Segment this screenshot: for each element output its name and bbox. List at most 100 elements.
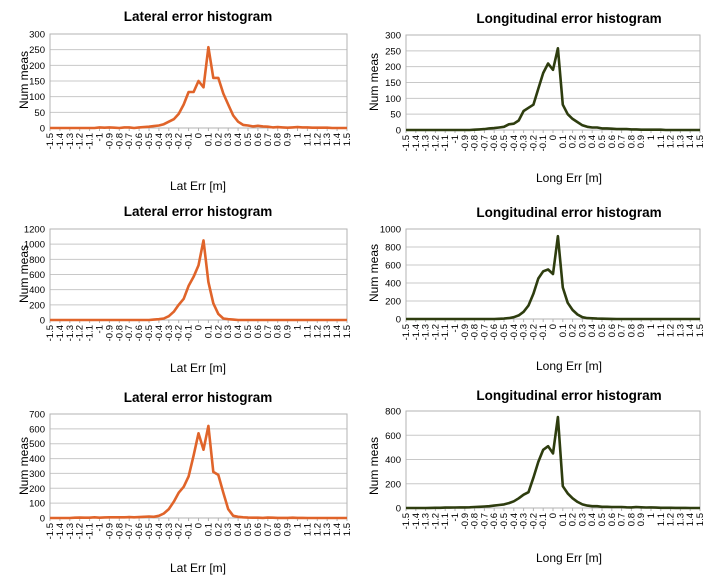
- x-tick-label: -1.4: [411, 135, 422, 151]
- chart-panel-lateral-3: Lateral error histogram Lat Err [m] Num …: [17, 390, 353, 575]
- x-tick-label: 0.6: [607, 135, 618, 148]
- x-tick-label: 0: [548, 135, 559, 140]
- y-tick-label: 0: [40, 514, 45, 525]
- x-tick-label: 0.8: [626, 513, 637, 526]
- x-tick-label: 0.6: [607, 513, 618, 526]
- x-tick-label: 0.7: [263, 325, 274, 338]
- x-tick-label: 0.8: [273, 133, 284, 146]
- x-tick-label: -1.1: [85, 133, 96, 149]
- x-tick-label: 1.1: [302, 325, 313, 338]
- x-tick-label: -0.7: [479, 135, 490, 151]
- x-tick-label: -1: [95, 133, 106, 141]
- x-tick-label: -0.8: [470, 513, 481, 529]
- x-tick-label: 0.1: [203, 523, 214, 536]
- x-tick-label: -0.5: [499, 135, 510, 151]
- y-tick-label: 200: [29, 300, 45, 311]
- plot-frame: [49, 413, 348, 519]
- y-tick-label: 0: [396, 126, 401, 137]
- x-tick-label: 0.2: [213, 523, 224, 536]
- x-tick-label: 1.4: [685, 513, 696, 526]
- x-tick-label: 0.6: [253, 325, 264, 338]
- x-tick-label: 1.4: [332, 325, 343, 338]
- x-tick-label: -1.2: [75, 325, 86, 341]
- x-tick-label: -0.6: [489, 513, 500, 529]
- x-tick-label: 0.5: [243, 523, 254, 536]
- y-tick-label: 800: [385, 407, 401, 418]
- chart-panel-longitudinal-3: Longitudinal error histogram Long Err [m…: [367, 388, 706, 565]
- x-tick-label: -1.4: [55, 325, 66, 341]
- x-tick-label: 1: [293, 133, 304, 138]
- x-tick-label: -0.1: [184, 133, 195, 149]
- y-tick-label: 600: [385, 431, 401, 442]
- x-axis-label: Lat Err [m]: [170, 561, 226, 575]
- x-tick-label: 0.8: [626, 324, 637, 337]
- y-axis-label: Num meas: [17, 245, 31, 303]
- x-tick-label: -0.9: [104, 325, 115, 341]
- x-tick-label: -0.7: [124, 325, 135, 341]
- x-tick-label: 0.9: [636, 324, 647, 337]
- plot-area: 0 50 100 150 200 250 300 -1.5-1.4-1.3-1.2-1.1-1…: [29, 30, 353, 150]
- x-tick-label: 0.5: [243, 133, 254, 146]
- x-tick-label: 1.2: [312, 133, 323, 146]
- x-tick-label: -0.3: [519, 135, 530, 151]
- plot-area: 0200400600800-1.5-1.4-1.3-1.2-1.1-1-0.9-…: [385, 407, 706, 530]
- x-tick-label: -1.5: [45, 523, 56, 539]
- x-tick-label: 0.4: [233, 133, 244, 146]
- x-tick-label: -0.3: [164, 325, 175, 341]
- x-tick-label: -1.3: [421, 135, 432, 151]
- x-tick-label: 1.5: [342, 133, 353, 146]
- x-tick-label: -0.8: [470, 324, 481, 340]
- plot-area: 02004006008001000-1.5-1.4-1.3-1.2-1.1-1-…: [380, 225, 706, 341]
- x-tick-label: -0.1: [538, 324, 549, 340]
- y-tick-label: 500: [29, 439, 45, 450]
- series-line: [50, 424, 347, 520]
- x-tick-label: 0.2: [568, 513, 579, 526]
- x-tick-label: -0.6: [134, 325, 145, 341]
- x-tick-label: -0.3: [519, 513, 530, 529]
- x-tick-label: -1: [95, 523, 106, 531]
- y-tick-label: 600: [385, 261, 401, 272]
- x-tick-label: -0.4: [154, 133, 165, 149]
- x-tick-label: -1.1: [440, 324, 451, 340]
- x-tick-label: 1.4: [332, 523, 343, 536]
- x-axis-label: Lat Err [m]: [170, 179, 226, 193]
- x-tick-label: 0.5: [597, 513, 608, 526]
- x-tick-label: 0.7: [617, 513, 628, 526]
- x-tick-label: 0.8: [273, 523, 284, 536]
- x-tick-label: 0.2: [568, 324, 579, 337]
- chart-title: Lateral error histogram: [124, 390, 273, 405]
- x-tick-label: 0.4: [587, 513, 598, 526]
- x-tick-label: -0.9: [104, 523, 115, 539]
- x-tick-label: -0.2: [174, 523, 185, 539]
- x-tick-label: -0.4: [154, 325, 165, 341]
- y-tick-label: 1000: [380, 225, 401, 236]
- x-tick-label: 0.9: [283, 133, 294, 146]
- x-tick-label: -0.9: [104, 133, 115, 149]
- x-axis-label: Lat Err [m]: [170, 361, 226, 375]
- x-tick-label: 0.6: [253, 133, 264, 146]
- x-tick-label: -1.3: [65, 133, 76, 149]
- x-tick-label: -0.3: [164, 133, 175, 149]
- x-tick-label: 1.3: [322, 523, 333, 536]
- x-tick-label: 0.8: [626, 135, 637, 148]
- x-tick-label: -1: [450, 135, 461, 143]
- x-tick-label: 0.9: [636, 513, 647, 526]
- y-tick-label: 600: [29, 270, 45, 281]
- y-tick-label: 0: [396, 504, 401, 515]
- x-tick-label: 0: [194, 523, 205, 528]
- x-tick-label: 0.1: [203, 133, 214, 146]
- x-tick-label: -0.7: [124, 523, 135, 539]
- x-tick-label: -0.6: [134, 523, 145, 539]
- x-tick-label: -1.5: [401, 324, 412, 340]
- x-tick-label: 1.5: [342, 325, 353, 338]
- x-tick-label: 1.5: [695, 324, 706, 337]
- x-tick-label: 1.2: [312, 325, 323, 338]
- y-axis-label: Num meas: [17, 437, 31, 495]
- x-tick-label: -0.3: [519, 324, 530, 340]
- x-tick-label: 1.3: [675, 324, 686, 337]
- x-tick-label: -0.7: [124, 133, 135, 149]
- x-tick-label: 1.1: [656, 135, 667, 148]
- x-tick-label: 1: [293, 523, 304, 528]
- x-tick-label: -0.1: [538, 513, 549, 529]
- y-tick-label: 1000: [24, 240, 45, 251]
